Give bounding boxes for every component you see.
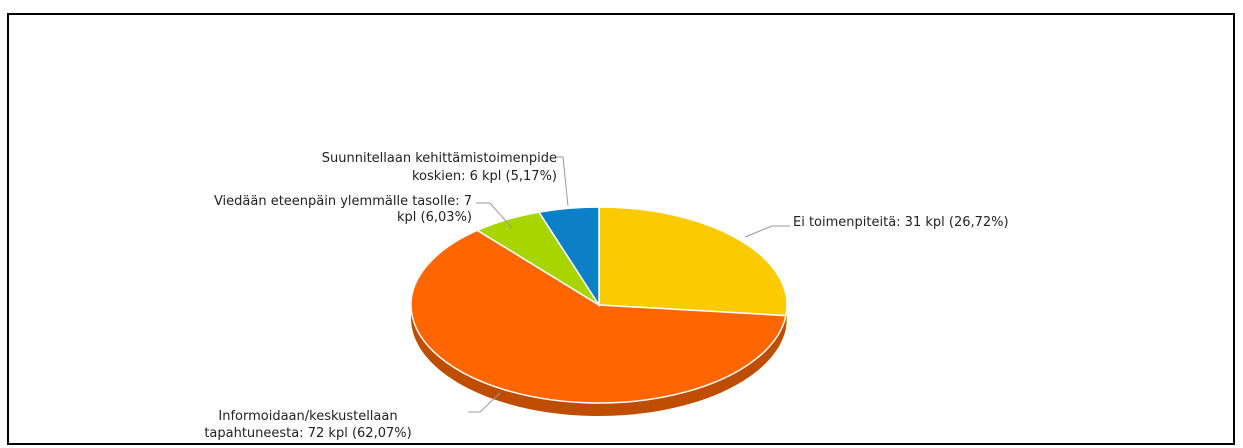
leader-line xyxy=(468,392,501,413)
data-label: kpl (6,03%) xyxy=(397,210,472,225)
data-label: Viedään eteenpäin ylemmälle tasolle: 7 xyxy=(214,194,472,209)
data-label: Ei toimenpiteitä: 31 kpl (26,72%) xyxy=(793,215,1009,230)
leader-line xyxy=(556,156,569,207)
data-label: koskien: 6 kpl (5,17%) xyxy=(412,169,557,184)
pie-slice xyxy=(410,229,787,404)
leader-line xyxy=(476,202,513,229)
pie-slice xyxy=(537,206,600,308)
data-label: Informoidaan/keskustellaan xyxy=(218,409,397,424)
pie-slice xyxy=(598,206,788,317)
data-label: Suunnitellaan kehittämistoimenpide xyxy=(322,151,557,166)
data-label: tapahtuneesta: 72 kpl (62,07%) xyxy=(204,426,411,441)
leader-line xyxy=(744,225,790,238)
